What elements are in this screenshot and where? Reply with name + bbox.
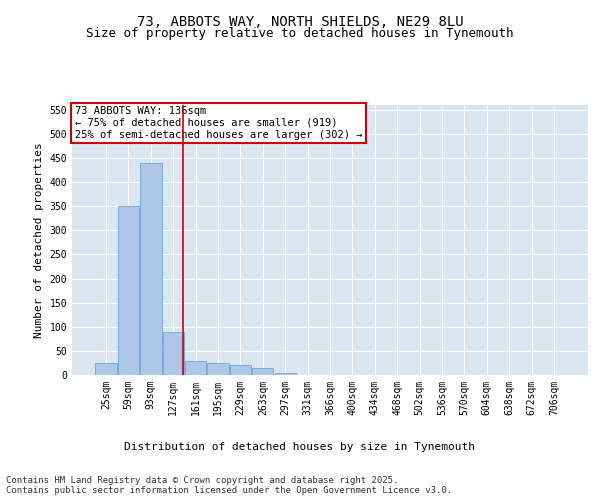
Bar xyxy=(275,372,296,375)
Bar xyxy=(230,366,251,375)
Bar xyxy=(95,363,117,375)
Y-axis label: Number of detached properties: Number of detached properties xyxy=(34,142,44,338)
Bar xyxy=(140,163,161,375)
Text: Distribution of detached houses by size in Tynemouth: Distribution of detached houses by size … xyxy=(125,442,476,452)
Text: Contains HM Land Registry data © Crown copyright and database right 2025.
Contai: Contains HM Land Registry data © Crown c… xyxy=(6,476,452,495)
Text: 73, ABBOTS WAY, NORTH SHIELDS, NE29 8LU: 73, ABBOTS WAY, NORTH SHIELDS, NE29 8LU xyxy=(137,15,463,29)
Bar xyxy=(185,360,206,375)
Bar xyxy=(252,368,274,375)
Text: 73 ABBOTS WAY: 136sqm
← 75% of detached houses are smaller (919)
25% of semi-det: 73 ABBOTS WAY: 136sqm ← 75% of detached … xyxy=(74,106,362,140)
Bar xyxy=(208,363,229,375)
Text: Size of property relative to detached houses in Tynemouth: Size of property relative to detached ho… xyxy=(86,28,514,40)
Bar xyxy=(118,206,139,375)
Bar xyxy=(163,332,184,375)
